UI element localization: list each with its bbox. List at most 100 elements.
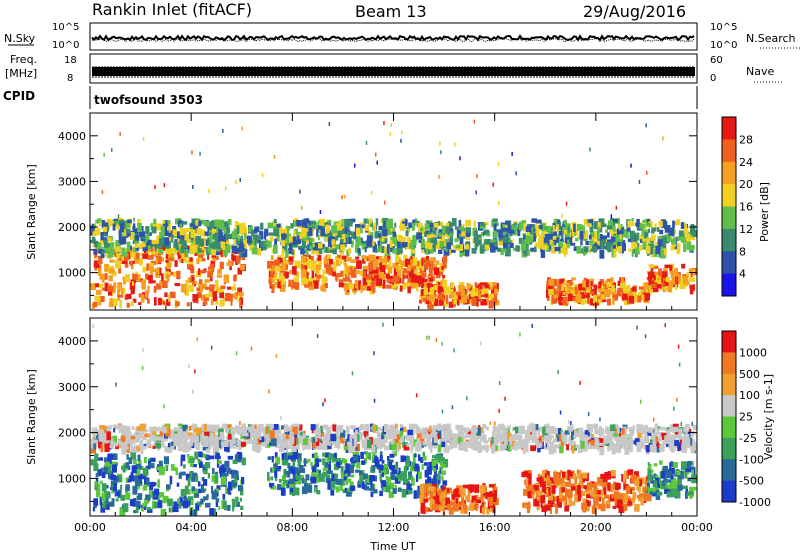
power-echo-cell-1 <box>377 245 381 252</box>
power-echo-cell-1 <box>103 239 109 248</box>
power-echo-cell-2 <box>357 283 361 291</box>
power-echo-cell-2 <box>308 258 312 265</box>
velocity-echo-cell-0 <box>239 497 242 502</box>
power-echo-cell-1 <box>204 248 206 254</box>
velocity-echo-cell-1 <box>519 429 524 434</box>
power-echo-cell-1 <box>222 221 229 227</box>
power-echo-cell-1 <box>535 225 541 229</box>
power-echo-cell-1 <box>122 248 128 257</box>
power-echo-cell-3 <box>419 299 423 304</box>
velocity-echo-cell-2 <box>274 452 278 459</box>
power-sparse-echo <box>615 205 618 210</box>
power-echo-cell-1 <box>373 242 376 251</box>
velocity-echo-cell-1 <box>423 432 429 439</box>
velocity-echo-cell-1 <box>612 427 616 436</box>
power-echo-cell-1 <box>286 228 290 234</box>
power-echo-cell-0 <box>192 283 197 287</box>
power-echo-cell-2 <box>315 267 318 274</box>
power-echo-cell-1 <box>97 218 102 224</box>
power-echo-cell-0 <box>201 257 206 262</box>
velocity-echo-cell-0 <box>215 488 219 493</box>
power-echo-cell-2 <box>394 280 399 287</box>
velocity-echo-cell-1 <box>248 433 255 439</box>
power-echo-cell-4 <box>561 298 565 304</box>
power-echo-cell-1 <box>418 240 423 243</box>
power-echo-cell-0 <box>193 281 198 285</box>
power-echo-cell-1 <box>389 239 393 248</box>
velocity-echo-cell-2 <box>370 491 374 498</box>
velocity-echo-cell-2 <box>408 471 412 476</box>
nsearch-label: N.Search <box>746 32 796 45</box>
power-echo-cell-1 <box>492 218 498 222</box>
power-echo-cell-1 <box>218 235 224 242</box>
power-echo-cell-1 <box>480 232 485 237</box>
power-echo-cell-2 <box>440 271 444 276</box>
velocity-echo-cell-0 <box>222 500 227 509</box>
power-sparse-echo <box>662 136 664 141</box>
power-echo-cell-1 <box>650 234 656 241</box>
power-echo-cell-2 <box>344 255 348 262</box>
power-echo-cell-1 <box>617 237 621 247</box>
velocity-echo-cell-1 <box>302 437 308 445</box>
power-echo-cell-1 <box>101 220 105 229</box>
velocity-echo-cell-0 <box>100 504 106 513</box>
power-echo-cell-1 <box>241 226 247 236</box>
power-echo-cell-0 <box>196 299 199 304</box>
velocity-echo-cell-2 <box>400 455 405 462</box>
power-echo-cell-3 <box>450 282 455 289</box>
velocity-echo-cell-2 <box>287 462 291 469</box>
velocity-echo-cell-2 <box>306 485 313 493</box>
velocity-echo-cell-1 <box>519 439 526 448</box>
velocity-echo-cell-0 <box>119 507 126 516</box>
power-echo-cell-1 <box>204 231 209 236</box>
power-echo-cell-1 <box>530 230 533 234</box>
velocity-echo-cell-1 <box>548 426 554 435</box>
power-echo-cell-1 <box>168 223 172 227</box>
power-echo-cell-0 <box>109 268 115 274</box>
power-echo-cell-2 <box>409 257 415 264</box>
power-echo-cell-1 <box>404 218 408 223</box>
power-echo-cell-0 <box>108 302 114 308</box>
power-echo-cell-1 <box>355 227 361 236</box>
power-echo-cell-1 <box>689 248 694 253</box>
power-echo-cell-4 <box>645 288 649 295</box>
power-echo-cell-2 <box>368 262 371 272</box>
velocity-echo-cell-1 <box>457 426 462 431</box>
velocity-echo-cell-1 <box>121 445 126 455</box>
power-echo-cell-1 <box>152 222 158 229</box>
velocity-echo-cell-1 <box>231 427 236 436</box>
velocity-echo-cell-1 <box>550 441 554 449</box>
velocity-echo-cell-1 <box>482 423 487 428</box>
velocity-echo-cell-2 <box>334 457 337 462</box>
power-echo-cell-1 <box>607 220 613 226</box>
velocity-echo-cell-1 <box>444 443 447 450</box>
power-echo-cell-1 <box>381 238 388 243</box>
velocity-echo-cell-1 <box>513 433 519 441</box>
velocity-echo-cell-2 <box>414 463 419 472</box>
velocity-echo-cell-1 <box>327 445 332 450</box>
velocity-echo-cell-1 <box>440 424 444 429</box>
power-echo-cell-1 <box>118 219 125 226</box>
velocity-echo-cell-1 <box>621 430 625 440</box>
power-echo-cell-1 <box>556 224 559 232</box>
power-echo-cell-0 <box>166 299 171 306</box>
velocity-echo-cell-0 <box>234 477 238 483</box>
power-echo-cell-1 <box>545 225 552 233</box>
power-echo-cell-1 <box>97 243 102 251</box>
velocity-echo-cell-2 <box>332 475 337 484</box>
velocity-echo-cell-1 <box>575 444 581 449</box>
power-echo-cell-2 <box>308 254 311 262</box>
power-echo-cell-3 <box>435 296 438 300</box>
power-echo-cell-0 <box>198 254 204 258</box>
power-echo-cell-0 <box>97 255 103 265</box>
power-echo-cell-1 <box>175 218 180 225</box>
power-echo-cell-1 <box>682 222 686 228</box>
velocity-echo-cell-0 <box>198 488 205 493</box>
velocity-echo-cell-1 <box>364 423 370 433</box>
power-echo-cell-0 <box>208 291 213 298</box>
power-echo-cell-2 <box>344 263 348 267</box>
velocity-echo-cell-2 <box>338 480 343 485</box>
velocity-echo-cell-1 <box>619 433 622 437</box>
power-echo-cell-5 <box>652 265 659 269</box>
